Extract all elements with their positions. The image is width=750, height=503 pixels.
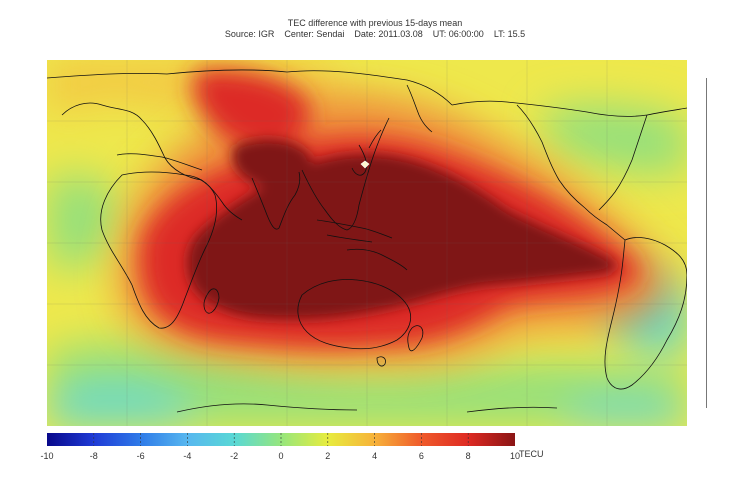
map-svg (47, 60, 687, 426)
coastline-antarctica (176, 403, 558, 413)
tec-blob-modneg (567, 399, 687, 426)
colorbar-tick-label: 8 (465, 451, 471, 461)
chart-title-block: TEC difference with previous 15-days mea… (0, 18, 750, 40)
tec-blob-extreme (232, 139, 312, 189)
sendai-marker (360, 160, 370, 169)
tec-anomaly-map (47, 60, 687, 426)
coastline-mediterranean (116, 153, 203, 171)
coastline-na-east (598, 114, 648, 211)
coastline-india (251, 171, 301, 230)
colorbar-tick-label: 2 (325, 451, 331, 461)
coastline-japan (351, 129, 382, 176)
coastline-africa (100, 171, 217, 329)
tec-blob-modneg (47, 386, 193, 426)
coastline-central-america (584, 207, 626, 241)
colorbar-tick-label: -2 (230, 451, 239, 461)
coastline-eurasia-north (47, 69, 453, 106)
graticule (47, 60, 687, 426)
colorbar-tick-label: 0 (278, 451, 284, 461)
coastline-south-america (604, 237, 687, 390)
colorbar-tick-label: 10 (509, 451, 521, 461)
tec-blob-strong (192, 68, 311, 151)
coastline-australia (297, 279, 411, 350)
coastline-na-west (516, 104, 586, 209)
coastline-kamchatka (406, 84, 433, 133)
colorbar-gradient (47, 433, 515, 446)
colorbar-tick-label: -4 (183, 451, 192, 461)
colorbar (47, 433, 515, 446)
tec-blob-slightneg (47, 342, 687, 426)
colorbar-tick-label: -10 (40, 451, 54, 461)
colorbar-tick-label: -6 (136, 451, 145, 461)
colorbar-tick-label: 4 (372, 451, 378, 461)
coastline-new-zealand (407, 325, 424, 352)
tec-blob-slightneg (47, 175, 118, 271)
map-frame-edge (706, 78, 707, 408)
coastline-north-america (451, 100, 687, 117)
colorbar-tick-label: -8 (89, 451, 98, 461)
chart-subtitle: Source: IGR Center: Sendai Date: 2011.03… (224, 29, 526, 39)
coastlines (47, 69, 687, 413)
coastline-europe-west (61, 102, 203, 181)
colorbar-tick-label: 6 (418, 451, 424, 461)
coastline-tasmania (376, 356, 386, 367)
coastline-maritime-se-asia (316, 219, 408, 271)
coastline-east-asia (301, 117, 390, 231)
tec-blob-slightneg (542, 104, 687, 175)
colorbar-unit: TECU (519, 449, 544, 459)
chart-title: TEC difference with previous 15-days mea… (287, 18, 463, 28)
coastline-arabia (196, 177, 243, 221)
coastline-madagascar (203, 288, 220, 314)
